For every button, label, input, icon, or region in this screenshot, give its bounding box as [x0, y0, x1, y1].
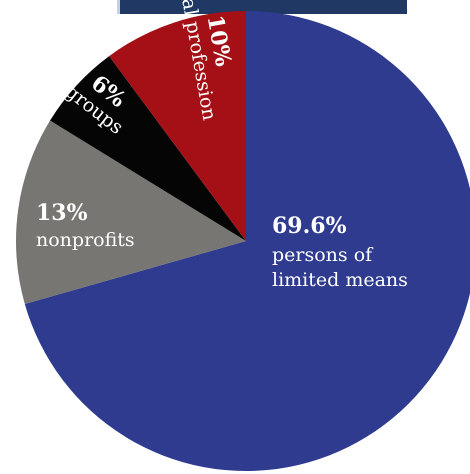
- slice-label-nonprofits: 13% nonprofits: [36, 200, 135, 251]
- slice-label-line-nonprofits: nonprofits: [36, 229, 135, 251]
- slice-percent-nonprofits: 13%: [36, 200, 88, 226]
- pie-slice-groups: [50, 56, 246, 242]
- slice-percent-persons-of-limited-means: 69.6%: [272, 213, 347, 239]
- pie-slice-nonprofits: [16, 120, 247, 304]
- slice-label-line-persons-of-limited-means: limited means: [272, 269, 408, 291]
- slice-label-persons-of-limited-means: 69.6% persons of limited means: [272, 213, 408, 291]
- slice-label-line-persons-of-limited-means: persons of: [272, 244, 374, 266]
- title-bar: [117, 0, 407, 14]
- pie-slice-legal-profession: [109, 11, 247, 241]
- pie-slice-persons-of-limited-means: [24, 11, 470, 471]
